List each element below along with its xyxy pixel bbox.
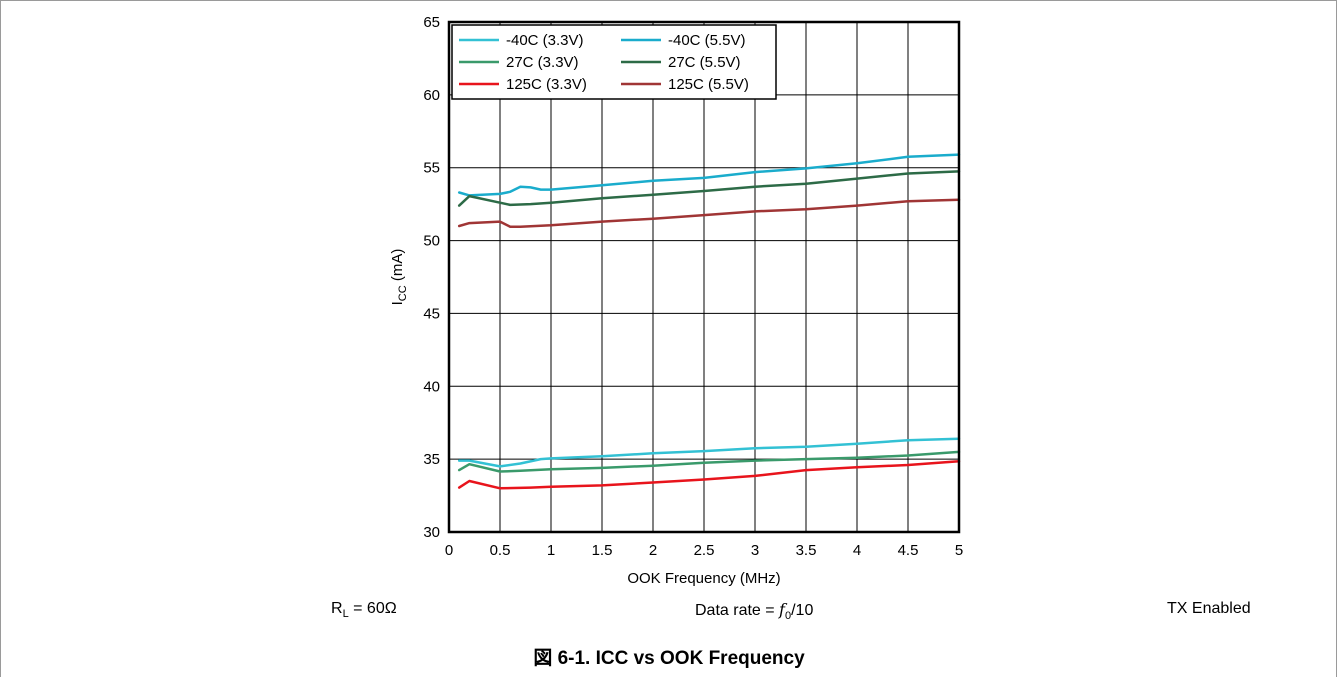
y-tick-label: 35 [423,451,440,468]
y-tick-label: 65 [423,14,440,31]
y-tick-label: 45 [423,305,440,322]
series-line-2 [457,450,961,473]
rl-rest: = 60Ω [348,600,397,617]
legend-label-5: 125C (5.5V) [668,76,749,93]
legend: -40C (3.3V) -40C (5.5V) 27C (3.3V) 27C (5.5… [451,24,777,100]
x-tick-label: 4.5 [898,542,919,559]
y-tick-label: 30 [423,524,440,541]
y-axis-label-main: I [389,301,406,305]
plot-area-border [447,20,961,534]
x-tick-label: 0 [445,542,453,559]
y-tick-labels: 30 35 40 45 50 55 60 65 [423,14,440,541]
y-tick-label: 60 [423,87,440,104]
legend-label-0: -40C (3.3V) [506,32,584,49]
x-tick-label: 0.5 [490,542,511,559]
data-rate-note: Data rate = f0/10 [695,600,813,622]
figure-caption: 図 6-1. ICC vs OOK Frequency [533,648,805,669]
y-axis-label-unit: (mA) [389,249,406,286]
x-tick-label: 3 [751,542,759,559]
grid [449,22,959,532]
y-tick-label: 50 [423,233,440,250]
x-tick-label: 5 [955,542,963,559]
y-tick-label: 40 [423,378,440,395]
x-tick-labels: 0 0.5 1 1.5 2 2.5 3 3.5 4 4.5 5 [445,542,963,559]
x-tick-label: 2.5 [694,542,715,559]
x-tick-label: 1 [547,542,555,559]
x-tick-label: 4 [853,542,861,559]
tx-note: TX Enabled [1167,600,1251,618]
legend-label-4: 125C (3.3V) [506,76,587,93]
series-line-0 [457,437,961,468]
data-rate-prefix: Data rate = [695,602,780,619]
x-tick-label: 1.5 [592,542,613,559]
series-line-1 [457,153,961,197]
x-axis-label: OOK Frequency (MHz) [627,570,780,587]
legend-label-3: 27C (5.5V) [668,54,741,71]
legend-label-2: 27C (3.3V) [506,54,579,71]
x-tick-label: 3.5 [796,542,817,559]
series-lines [457,153,961,490]
data-rate-sub: 0 [784,610,792,623]
x-tick-label: 2 [649,542,657,559]
data-rate-suffix: /10 [791,602,814,619]
series-line-5 [457,198,961,228]
rl-main: R [331,600,343,617]
y-axis-label-sub: CC [397,285,409,301]
data-rate-f: f [779,600,785,619]
rl-sub: L [342,608,349,621]
legend-box [451,24,777,100]
rl-note: RL = 60Ω [331,600,397,620]
series-line-4 [457,460,961,490]
legend-label-1: -40C (5.5V) [668,32,746,49]
y-axis-label: ICC (mA) [389,249,409,306]
y-tick-label: 55 [423,160,440,177]
tx-label: TX Enabled [1167,600,1251,617]
series-line-3 [457,170,961,207]
